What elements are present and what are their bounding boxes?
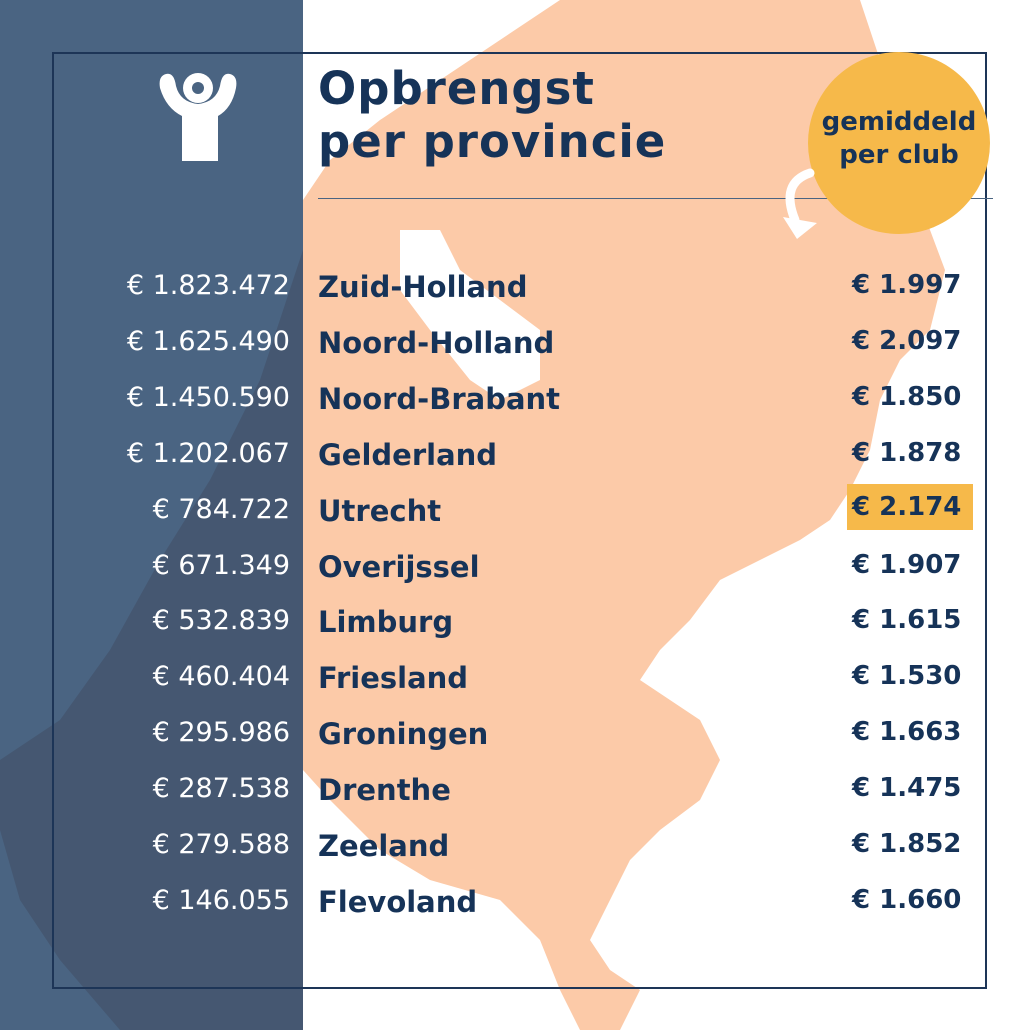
average-per-club: € 1.907 [852,549,962,580]
province-name: Drenthe [318,773,451,808]
table-row: € 1.202.067 Gelderland € 1.878 [0,438,1030,478]
province-name: Zeeland [318,829,450,863]
province-name: Groningen [318,717,489,752]
table-row: € 784.722 Utrecht € 2.174 [0,483,1030,534]
province-name: Overijssel [318,549,480,584]
map-coast-dark [0,250,303,1030]
average-per-club: € 1.660 [852,884,962,915]
total-revenue: € 295.986 [152,717,290,749]
title-line-2: per provincie [318,115,667,168]
map-water-inlet [400,230,540,400]
badge-line-1: gemiddeld [821,107,977,137]
total-revenue: € 1.202.067 [126,437,290,469]
province-name: Friesland [318,661,469,696]
average-per-club: € 1.878 [852,437,962,468]
total-revenue: € 1.823.472 [126,270,290,301]
average-per-club: € 1.530 [852,661,962,692]
total-revenue: € 1.450.590 [126,381,290,413]
table-row: € 1.625.490 Noord-Holland € 2.097 [0,326,1030,366]
total-revenue: € 287.538 [152,773,290,805]
average-per-club: € 1.475 [852,773,962,804]
total-revenue: € 146.055 [152,884,290,916]
page-title: Opbrengst per provincie [318,62,666,168]
total-revenue: € 1.625.490 [126,325,290,357]
curved-arrow-icon [783,168,817,239]
total-revenue: € 784.722 [152,493,290,525]
total-revenue: € 460.404 [152,661,290,693]
province-name: Noord-Holland [318,325,555,360]
average-per-club: € 2.097 [852,325,962,356]
province-name: Gelderland [318,437,498,472]
province-name: Limburg [318,605,454,640]
badge-line-2: per club [839,140,959,170]
table-row: € 532.839 Limburg € 1.615 [0,605,1030,645]
map-shape [303,0,945,1030]
person-arms-raised-logo-icon [159,73,237,161]
table-row: € 295.986 Groningen € 1.663 [0,717,1030,757]
average-badge [808,52,990,234]
average-per-club: € 1.850 [852,381,962,412]
average-per-club: € 1.997 [852,270,962,300]
total-revenue: € 671.349 [152,549,290,581]
table-row: € 287.538 Drenthe € 1.475 [0,773,1030,813]
table-row: € 1.450.590 Noord-Brabant € 1.850 [0,382,1030,422]
table-row: € 671.349 Overijssel € 1.907 [0,550,1030,590]
average-per-club: € 1.615 [852,605,962,636]
table-row: € 1.823.472 Zuid-Holland € 1.997 [0,270,1030,310]
title-divider [318,198,993,199]
average-per-club: € 2.174 [847,483,974,530]
province-name: Flevoland [318,884,478,919]
province-name: Zuid-Holland [318,270,528,304]
province-name: Noord-Brabant [318,381,561,416]
table-row: € 279.588 Zeeland € 1.852 [0,829,1030,869]
total-revenue: € 532.839 [152,605,290,637]
table-row: € 146.055 Flevoland € 1.660 [0,885,1030,925]
content-frame [52,52,987,989]
average-badge-label: gemiddeld per club [808,106,990,172]
average-per-club: € 1.663 [852,717,962,748]
province-name: Utrecht [318,493,442,528]
title-line-1: Opbrengst [318,62,595,115]
total-revenue: € 279.588 [152,829,290,860]
average-per-club: € 1.852 [852,829,962,859]
table-row: € 460.404 Friesland € 1.530 [0,661,1030,701]
